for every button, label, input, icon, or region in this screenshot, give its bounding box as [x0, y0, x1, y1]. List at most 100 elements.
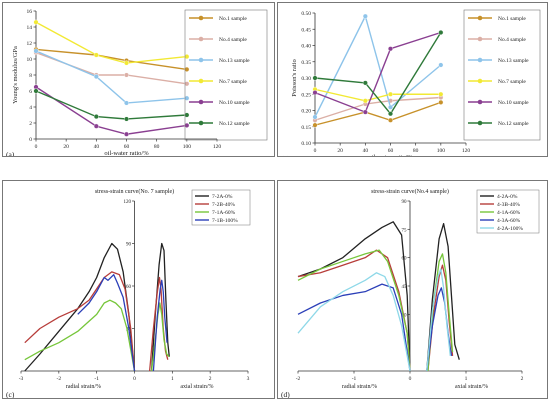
legend-marker [198, 36, 204, 42]
legend-marker [198, 78, 204, 84]
axial-curve [427, 264, 454, 372]
x-axis-title-axial: axial strain/% [180, 384, 213, 390]
data-point [184, 66, 190, 72]
series-line [35, 50, 187, 104]
legend-label: 7-2A-0% [212, 194, 233, 200]
legend-label: 7-1B-100% [212, 218, 238, 224]
x-tick-label: 120 [462, 148, 471, 154]
y-tick-label: 90 [402, 200, 408, 205]
data-point [362, 80, 368, 86]
panel-label: (d) [281, 390, 290, 398]
y-tick-label: 12 [27, 41, 33, 47]
y-tick-label: 2 [29, 121, 32, 127]
data-point [438, 62, 444, 68]
data-point [93, 123, 99, 129]
legend-label: No.13 sample [498, 58, 529, 64]
data-point [438, 99, 444, 105]
data-point [312, 114, 318, 120]
radial-curve [297, 249, 411, 372]
axial-curve [426, 223, 460, 372]
legend-marker [477, 57, 483, 63]
x-tick-label: 120 [213, 144, 222, 150]
series-line [314, 101, 442, 126]
chart-title: stress-strain curve(No.4 sample) [371, 188, 449, 195]
series-line [314, 14, 442, 118]
legend-label: No.1 sample [498, 16, 526, 22]
panel-label: (c) [6, 390, 15, 398]
chart-b-svg: 0 20 40 60 80 100 120 0.10 0.15 0.20 0.25 0.30 0.35 0… [281, 9, 541, 156]
axial-curve [152, 279, 168, 372]
x-tick-label: 40 [94, 144, 100, 150]
chart-title: stress-strain curve(No. 7 sample) [95, 188, 174, 195]
y-tick-label: 0.45 [301, 27, 311, 33]
axial-curve [426, 268, 451, 372]
x-tick-label: 0 [133, 376, 136, 382]
legend-label: No.12 sample [219, 121, 250, 127]
data-point [123, 72, 129, 78]
legend-label: No.10 sample [219, 100, 250, 106]
x-tick-label: 60 [124, 144, 130, 150]
x-tick-label: 3 [247, 376, 250, 382]
legend-marker [477, 36, 483, 42]
data-point [123, 60, 129, 66]
x-tick-label: 0 [35, 144, 38, 150]
series-line [314, 96, 441, 121]
legend-marker [198, 120, 204, 126]
x-tick-label: -2 [57, 376, 62, 382]
data-point [184, 95, 190, 101]
y-tick-label: 90 [126, 243, 132, 248]
data-point [387, 91, 393, 97]
series-line [35, 48, 187, 71]
data-point [33, 19, 39, 25]
legend-marker [198, 57, 204, 63]
legend-label: 4-3A-60% [497, 218, 521, 224]
legend-label: No.4 sample [219, 37, 247, 43]
legend-label: No.10 sample [498, 100, 529, 106]
legend-box [476, 189, 540, 234]
x-axis-title-radial: radial strain/% [66, 384, 101, 390]
x-tick-label: 0 [409, 376, 412, 382]
radial-curve [297, 221, 411, 372]
legend-marker [477, 78, 483, 84]
chart-a-svg: 0 20 40 60 80 100 120 0 2 4 6 8 10 12 14 16 oil-water ra… [6, 9, 268, 156]
x-tick-label: 80 [413, 148, 419, 154]
y-tick-label: 14 [27, 25, 33, 31]
panel-b: 0 20 40 60 80 100 120 0.10 0.15 0.20 0.25 0.30 0.35 0… [277, 2, 548, 157]
y-tick-label: 45 [402, 285, 408, 290]
y-tick-label: 4 [29, 105, 32, 111]
chart-c-svg: stress-strain curve(No. 7 sample) -3 -2 -1 0… [6, 188, 251, 398]
radial-curve [24, 299, 136, 372]
legend-label: 4-2A-100% [497, 226, 523, 232]
data-point [184, 81, 190, 87]
legend-label: No.13 sample [219, 58, 250, 64]
x-tick-label: 80 [154, 144, 160, 150]
y-tick-label: 0.10 [301, 141, 311, 147]
data-point [387, 111, 393, 117]
data-point [362, 13, 368, 19]
x-tick-label: 40 [363, 148, 369, 154]
legend-label: 4-2A-0% [497, 194, 518, 200]
panel-label: (b) [281, 154, 290, 156]
legend-label: No.7 sample [219, 79, 247, 85]
x-axis-title-radial: radial strain/% [342, 384, 377, 390]
y-tick-label: 0.40 [301, 44, 311, 50]
legend-label: No.7 sample [498, 79, 526, 85]
legend-label: No.1 sample [219, 16, 247, 22]
data-point [93, 74, 99, 80]
data-point [312, 90, 318, 96]
data-point [93, 52, 99, 58]
data-point [387, 46, 393, 52]
data-point [362, 109, 368, 115]
x-tick-label: 100 [183, 144, 192, 150]
x-axis-title-axial: axial strain/% [455, 384, 488, 390]
series-line [314, 31, 442, 114]
y-tick-label: 0.50 [301, 11, 311, 17]
legend-label: 7-1A-60% [212, 210, 236, 216]
radial-curve [24, 242, 136, 372]
legend-label: No.12 sample [498, 121, 529, 127]
x-tick-label: -1 [94, 376, 99, 382]
legend-box [463, 9, 541, 141]
legend-label: No.4 sample [498, 37, 526, 43]
x-tick-label: -2 [296, 376, 301, 382]
legend-marker [477, 99, 483, 105]
